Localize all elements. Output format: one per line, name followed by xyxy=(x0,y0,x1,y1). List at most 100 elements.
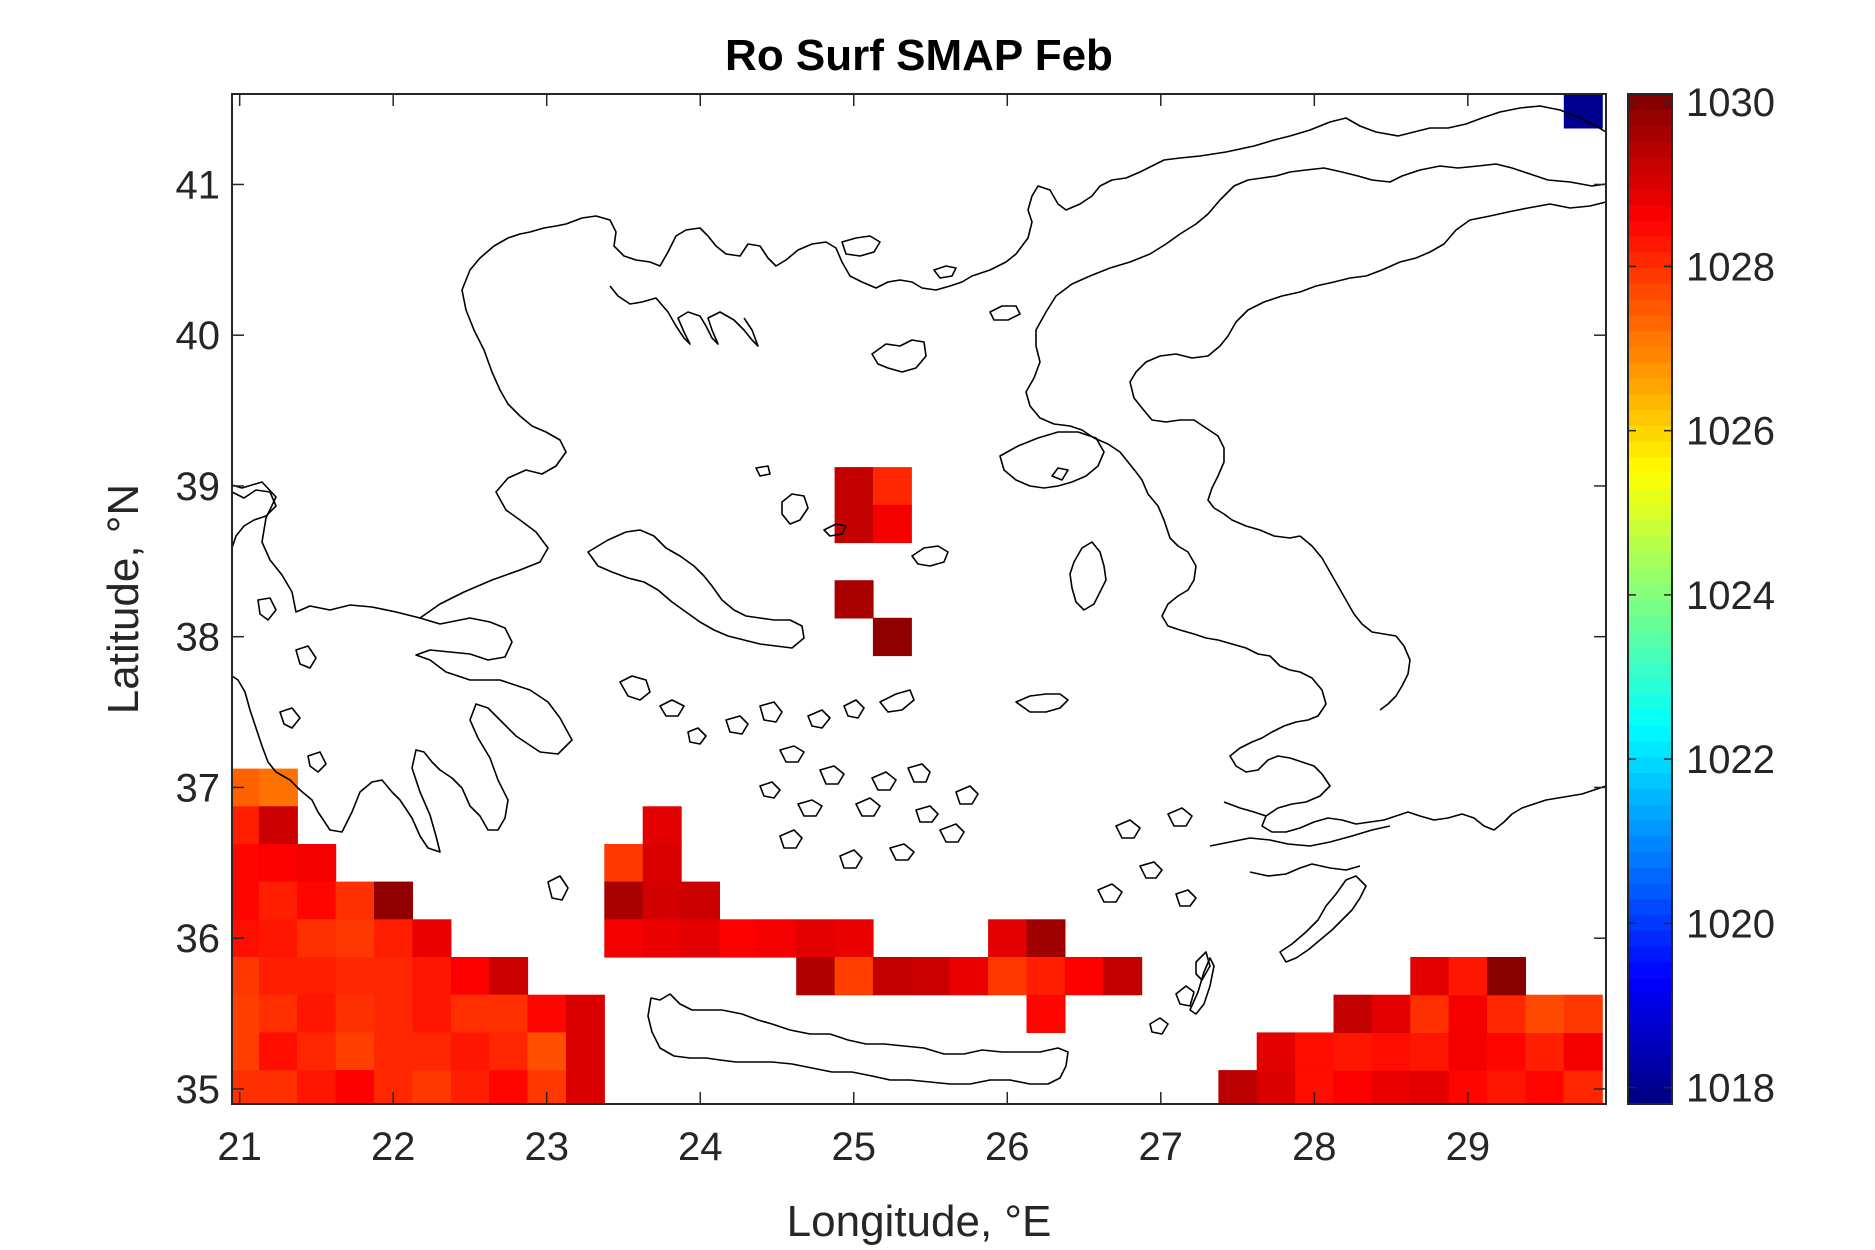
colorbar-strip xyxy=(1628,378,1672,395)
heatmap-cell xyxy=(1410,957,1450,996)
heatmap-cell xyxy=(297,844,337,883)
heatmap-cell xyxy=(1487,957,1526,996)
coastline-lesvos xyxy=(999,431,1105,489)
heatmap-cell xyxy=(335,994,375,1033)
colorbar-tick-label: 1018 xyxy=(1686,1067,1775,1111)
heatmap-cell xyxy=(1448,994,1488,1033)
heatmap-cell xyxy=(412,1070,452,1105)
colorbar-frame xyxy=(1627,93,1673,1105)
heatmap-cell xyxy=(642,806,682,845)
heatmap-cell xyxy=(450,1070,490,1105)
colorbar-strip xyxy=(1628,299,1672,316)
heatmap-cell xyxy=(872,617,912,657)
heatmap-cell xyxy=(642,844,682,883)
heatmap-cell xyxy=(565,1070,605,1105)
colorbar-strip xyxy=(1628,1088,1672,1105)
colorbar-strip xyxy=(1628,1040,1672,1058)
coastline-sporades xyxy=(755,465,847,537)
colorbar-tick-label: 1030 xyxy=(1686,81,1775,125)
heatmap-cell xyxy=(1103,957,1143,996)
colorbar-tick-label: 1028 xyxy=(1686,245,1775,289)
colorbar-tick-label: 1020 xyxy=(1686,902,1775,946)
colorbar-strip xyxy=(1628,314,1672,332)
heatmap-cell xyxy=(1371,1070,1411,1105)
colorbar-strip xyxy=(1628,220,1672,237)
heatmap-cell xyxy=(412,994,452,1033)
heatmap-cell xyxy=(988,919,1028,958)
heatmap-cell xyxy=(412,957,452,996)
heatmap-cell xyxy=(297,957,337,996)
heatmap-cell xyxy=(374,994,413,1033)
y-tick-label: 39 xyxy=(176,465,221,509)
coastline-crete xyxy=(647,993,1069,1085)
colorbar-strip xyxy=(1628,898,1672,916)
y-tick-label: 38 xyxy=(176,616,221,660)
heatmap-cell xyxy=(258,919,298,958)
colorbar-strip xyxy=(1628,946,1672,963)
colorbar-strip xyxy=(1628,804,1672,821)
heatmap-cell xyxy=(374,919,413,958)
colorbar-strip xyxy=(1628,772,1672,789)
heatmap-cell xyxy=(565,994,605,1033)
colorbar-strip xyxy=(1628,94,1672,111)
heatmap-cell xyxy=(834,919,874,958)
heatmap-cell xyxy=(297,919,337,958)
heatmap-cell xyxy=(1333,994,1373,1033)
heatmap-cell xyxy=(450,957,490,996)
heatmap-cell xyxy=(1525,1070,1565,1105)
heatmap-cell xyxy=(489,957,529,996)
heatmap-cell xyxy=(527,1032,567,1071)
colorbar-strip xyxy=(1628,1056,1672,1073)
coastline-samothrace xyxy=(933,265,957,279)
axes: 21 22 23 24 25 26 27 28 29 35 36 37 38 39 40 41 xyxy=(176,93,1607,1169)
colorbar-strip xyxy=(1628,599,1672,616)
colorbar-strip xyxy=(1628,993,1672,1010)
heatmap-cell xyxy=(412,919,452,958)
colorbar-strip xyxy=(1628,630,1672,647)
colorbar-strip xyxy=(1628,456,1672,474)
x-tick-label: 27 xyxy=(1139,1125,1184,1169)
coastline-thasos xyxy=(841,235,881,257)
colorbar-strip xyxy=(1628,930,1672,947)
y-tick-label: 41 xyxy=(176,163,221,207)
y-tick-label: 36 xyxy=(176,917,221,961)
heatmap-cell xyxy=(258,844,298,883)
heatmap-cell xyxy=(258,1032,298,1071)
heatmap-cell xyxy=(335,881,375,920)
heatmap-cell xyxy=(1371,994,1411,1033)
colorbar-strip xyxy=(1628,283,1672,300)
colorbar-strip xyxy=(1628,425,1672,442)
colorbar-tick-label: 1022 xyxy=(1686,738,1775,782)
coastline-aegina-attica xyxy=(619,675,685,717)
heatmap-cell xyxy=(1410,994,1450,1033)
colorbar-strip xyxy=(1628,251,1672,269)
axes-frame xyxy=(231,93,1607,1105)
heatmap-cell xyxy=(1563,94,1603,129)
colorbar-strip xyxy=(1628,851,1672,868)
heatmap-cell xyxy=(232,844,260,883)
coastline-lemnos xyxy=(871,339,927,373)
heatmap-cell xyxy=(374,957,413,996)
x-axis-label: Longitude, °E xyxy=(787,1197,1052,1246)
heatmap-cell xyxy=(911,957,951,996)
colorbar-strip xyxy=(1628,188,1672,205)
heatmap-cell xyxy=(1026,919,1066,958)
coastline-chalkidiki xyxy=(609,285,759,347)
colorbar-strip xyxy=(1628,393,1672,411)
heatmap-cell xyxy=(258,881,298,920)
heatmap-cell xyxy=(757,919,797,958)
coastline-kythira xyxy=(547,875,569,901)
heatmap-cell xyxy=(1448,957,1488,996)
heatmap-cell xyxy=(1333,1070,1373,1105)
heatmap-cell xyxy=(834,504,874,544)
x-tick-label: 25 xyxy=(832,1125,877,1169)
heatmap-cell xyxy=(527,994,567,1033)
heatmap-cell xyxy=(1256,1032,1296,1071)
coastline-imbros xyxy=(989,305,1021,321)
heatmap-cell xyxy=(1487,1032,1526,1071)
heatmap-cell xyxy=(297,994,337,1033)
colorbar-strip xyxy=(1628,725,1672,742)
heatmap-cell xyxy=(335,957,375,996)
heatmap-cell xyxy=(872,504,912,544)
heatmap-cell xyxy=(1410,1070,1450,1105)
